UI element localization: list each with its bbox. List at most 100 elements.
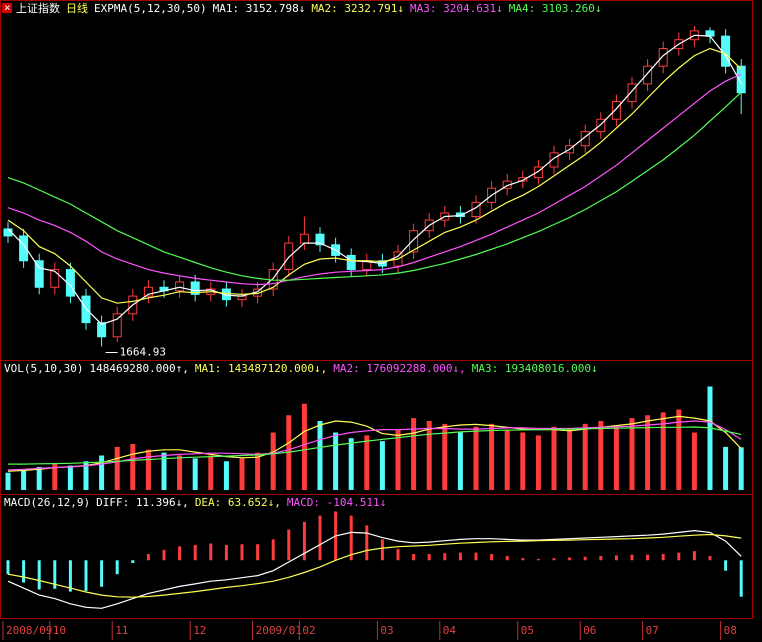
x-tick-label: 10: [53, 624, 66, 637]
indicator-name: EXPMA(5,12,30,50): [94, 2, 207, 15]
macd-bar: [739, 560, 743, 597]
candle-body: [97, 322, 107, 338]
app-icon: [2, 3, 12, 13]
app-icon-glyph: ×: [4, 1, 11, 14]
volume-bar: [379, 441, 385, 490]
macd-bar: [677, 552, 681, 561]
macd-bar: [490, 553, 494, 561]
volume-bar: [676, 409, 682, 490]
macd-bar: [100, 560, 104, 587]
macd-bar: [224, 544, 228, 561]
legend-entry: MA2: 176092288.000↓,: [333, 362, 465, 375]
candle-body: [190, 281, 200, 295]
volume-bar: [645, 415, 651, 490]
x-tick-label: 07: [646, 624, 659, 637]
candle-body: [533, 166, 543, 179]
volume-bar: [36, 467, 42, 490]
candle-body: [611, 101, 621, 120]
volume-bar: [99, 455, 105, 490]
macd-bar: [68, 560, 72, 592]
x-tick-label: 2009/01: [256, 624, 302, 637]
volume-bar: [161, 452, 167, 490]
macd-bar: [536, 558, 540, 561]
macd-bar: [115, 560, 119, 575]
macd-bar: [646, 554, 650, 561]
volume-bar: [707, 386, 713, 490]
volume-bar: [239, 458, 245, 490]
legend-entry: MA3: 3204.631↓: [410, 2, 503, 15]
volume-bar: [395, 429, 401, 490]
x-tick-label: 2008/09: [6, 624, 52, 637]
indicator-line: [7, 34, 742, 326]
macd-bar: [568, 557, 572, 561]
macd-bar: [162, 549, 166, 561]
macd-bar: [583, 556, 587, 561]
legend-entry: MA2: 3232.791↓: [311, 2, 404, 15]
candle-body: [81, 295, 91, 324]
macd-bar: [443, 553, 447, 561]
volume-bar: [473, 426, 479, 490]
indicator-line: [7, 529, 742, 609]
candle-body: [580, 131, 590, 147]
macd-bar: [365, 525, 369, 561]
volume-bar: [317, 421, 323, 490]
volume-bar: [504, 429, 510, 490]
volume-bar: [567, 429, 573, 490]
volume-bar: [208, 455, 214, 490]
indicator-line: [8, 426, 742, 465]
low-annotation: 1664.93: [120, 346, 166, 359]
macd-bar: [427, 553, 431, 561]
volume-bar: [691, 432, 697, 490]
candle-body: [518, 177, 528, 182]
x-tick-label: 12: [193, 624, 206, 637]
macd-bar: [396, 549, 400, 561]
candle-body: [315, 233, 325, 246]
macd-bar: [412, 553, 416, 561]
macd-bar: [178, 546, 182, 561]
volume-bar: [411, 418, 417, 490]
volume-bar: [130, 444, 136, 490]
candle-body: [549, 152, 559, 168]
candle-body: [658, 48, 668, 67]
candle-body: [596, 118, 606, 133]
macd-bar: [53, 560, 57, 589]
volume-bar: [114, 446, 120, 490]
legend-entry: MA4: 3103.260↓: [509, 2, 602, 15]
candle-body: [175, 281, 185, 292]
volume-bar: [364, 435, 370, 490]
candle-body: [143, 286, 153, 297]
x-tick-label: 03: [380, 624, 393, 637]
volume-bar: [223, 461, 229, 490]
macd-bar: [240, 544, 244, 561]
volume-bar: [489, 423, 495, 490]
volume-bar: [723, 446, 729, 490]
macd-bar: [692, 551, 696, 561]
volume-bar: [738, 447, 744, 490]
macd-bar: [193, 544, 197, 561]
x-tick-label: 05: [521, 624, 534, 637]
macd-bar: [22, 560, 26, 583]
volume-bar: [301, 403, 307, 490]
volume-bar: [598, 421, 604, 490]
candle-body: [50, 269, 60, 288]
macd-bar: [521, 558, 525, 561]
macd-bar: [505, 556, 509, 561]
volume-bar: [629, 418, 635, 490]
volume-bar: [333, 432, 339, 490]
volume-bar: [145, 449, 151, 490]
macd-bar: [209, 543, 213, 561]
volume-bar: [660, 412, 666, 490]
volume-bar: [83, 461, 89, 490]
macd-bar: [146, 553, 150, 561]
macd-bar: [349, 515, 353, 561]
candle-body: [627, 83, 637, 103]
volume-bar: [192, 458, 198, 490]
x-tick-label: 06: [583, 624, 596, 637]
volume-bar: [457, 432, 463, 490]
volume-bar: [348, 438, 354, 490]
macd-bar: [271, 539, 275, 561]
candle-body: [284, 242, 294, 271]
